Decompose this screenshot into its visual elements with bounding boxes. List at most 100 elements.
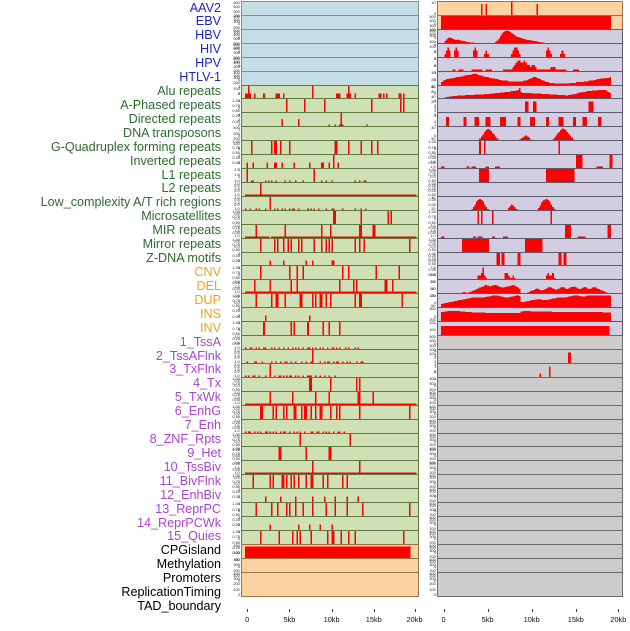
y-tick-label: 0.0	[234, 411, 240, 416]
y-tick-label: 2.0	[234, 348, 240, 354]
y-tick-label: 200	[233, 24, 240, 30]
y-tick-label: 0.75	[428, 186, 436, 192]
y-tick-label: 0.50	[232, 484, 240, 489]
y-tick-label: 0.5	[234, 475, 240, 481]
y-tick-label: 3	[237, 83, 240, 89]
y-tick-label: 0.50	[232, 247, 240, 253]
y-tick-label: 1.5	[234, 200, 240, 206]
y-tick-label: 150	[233, 543, 240, 548]
y-tick-label: 1	[433, 113, 436, 119]
y-tick-label: 0	[433, 118, 436, 124]
y-tick-label: 400	[429, 445, 436, 451]
y-tick-label: 1.00	[428, 167, 436, 173]
y-tick-label: 400	[429, 571, 436, 576]
y-tick-label: 0	[237, 146, 240, 152]
y-tick-label: 40	[431, 94, 436, 100]
y-tick-label: 0.00	[232, 425, 240, 430]
y-tick-label: 500	[233, 56, 240, 61]
y-tick-label: 0.25	[232, 308, 240, 314]
y-tick-label: 0.25	[232, 224, 240, 230]
y-tick-label: 100	[429, 531, 436, 536]
y-tick-label: 1	[237, 97, 240, 103]
y-tick-label: 0.50	[428, 150, 436, 155]
y-tick-label: 40	[431, 195, 436, 200]
y-tick-label: 2.0	[234, 278, 240, 284]
y-tick-label: 1	[433, 122, 436, 127]
y-tick-label: 0.00	[232, 160, 240, 166]
y-tick-label: 1.0	[234, 177, 240, 183]
y-tick-label: 0.00	[232, 397, 240, 402]
y-tick-label: 400	[233, 60, 240, 65]
y-tick-label: 0	[433, 355, 436, 361]
y-tick-label: 100	[429, 320, 436, 326]
track-label-8-znf-rpts: 8_ZNF_Rpts	[149, 432, 221, 447]
x-tick-label: 20kb	[610, 615, 627, 625]
track-label-cpgisland: CPGisland	[160, 543, 221, 558]
y-tick-label: 2	[237, 90, 240, 96]
y-tick-label: 4	[433, 348, 436, 354]
y-tick-label: 0	[433, 438, 436, 444]
y-tick-label: 300	[233, 50, 240, 56]
y-tick-label: 20	[431, 292, 436, 298]
y-tick-label: 1.0	[234, 191, 240, 197]
y-tick-label: 1.5	[234, 464, 240, 470]
y-tick-label: 0.5	[234, 197, 240, 202]
y-tick-label: 3	[237, 515, 240, 521]
track-label-htlv-1: HTLV-1	[179, 70, 221, 85]
y-tick-label: 0.75	[232, 325, 240, 331]
y-tick-label: 0	[433, 452, 436, 458]
y-tick-label: 1.00	[428, 181, 436, 187]
y-tick-label: 1	[433, 376, 436, 382]
y-tick-label: 300	[429, 478, 436, 484]
track-plot-promoters	[241, 571, 419, 597]
y-tick-label: 1.5	[234, 172, 240, 178]
y-tick-label: 100	[429, 517, 436, 522]
y-tick-label: 0.75	[232, 381, 240, 387]
y-tick-label: 0.5	[234, 183, 240, 188]
y-tick-label: 100	[233, 586, 240, 592]
y-tick-label: 100	[233, 85, 240, 91]
y-tick-label: 0	[433, 550, 436, 556]
y-tick-label: 1.5	[234, 423, 240, 428]
y-tick-label: 0.25	[428, 266, 436, 272]
y-tick-label: 0.75	[232, 144, 240, 150]
y-tick-label: 0.50	[428, 219, 436, 225]
y-tick-label: 400	[429, 515, 436, 521]
y-tick-label: 2.0	[234, 417, 240, 423]
y-tick-label: 2.0	[234, 334, 240, 340]
y-tick-label: 0.25	[232, 113, 240, 119]
track-label-11-bivflnk: 11_BivFlnk	[159, 473, 221, 488]
y-tick-label: 200	[429, 386, 436, 392]
y-tick-label: 100	[429, 558, 436, 564]
y-tick-label: 0	[237, 90, 240, 96]
track-label-13-reprpc: 13_ReprPC	[155, 501, 221, 516]
track-label-tad-boundary: TAD_boundary	[137, 599, 221, 614]
left-panel-x-axis: 0 5kb 10kb 15kb 20kb	[241, 609, 423, 631]
y-tick-label: 500	[233, 28, 240, 33]
y-tick-label: 2.0	[234, 223, 240, 228]
y-tick-label: 1.5	[234, 353, 240, 359]
track-label-dna-transposons: DNA transposons	[122, 125, 221, 140]
y-tick-label: 0.00	[428, 160, 436, 166]
y-tick-label: 500	[429, 334, 436, 340]
y-tick-label: 0.25	[232, 447, 240, 453]
y-tick-label: 0.25	[232, 280, 240, 286]
y-tick-label: 1.0	[430, 163, 436, 169]
y-tick-label: 0	[237, 578, 240, 583]
y-tick-label: 0.00	[428, 202, 436, 208]
y-tick-label: 0.5	[430, 238, 436, 244]
y-tick-label: 100	[429, 503, 436, 509]
y-tick-label: 100	[429, 447, 436, 453]
y-tick-label: 0.00	[428, 188, 436, 194]
y-tick-label: 0.5	[234, 210, 240, 216]
y-tick-label: 100	[429, 391, 436, 397]
y-tick-label: 100	[233, 72, 240, 78]
y-tick-label: 3	[433, 353, 436, 359]
y-tick-label: 0.25	[232, 461, 240, 467]
y-tick-label: 1.0	[234, 428, 240, 434]
y-tick-label: 1.00	[428, 236, 436, 242]
left-panel-track-stack	[241, 0, 419, 630]
track-label-l1-repeats: L1 repeats	[161, 167, 221, 182]
y-tick-label: 0	[433, 216, 436, 221]
y-tick-label: 200	[429, 525, 436, 531]
